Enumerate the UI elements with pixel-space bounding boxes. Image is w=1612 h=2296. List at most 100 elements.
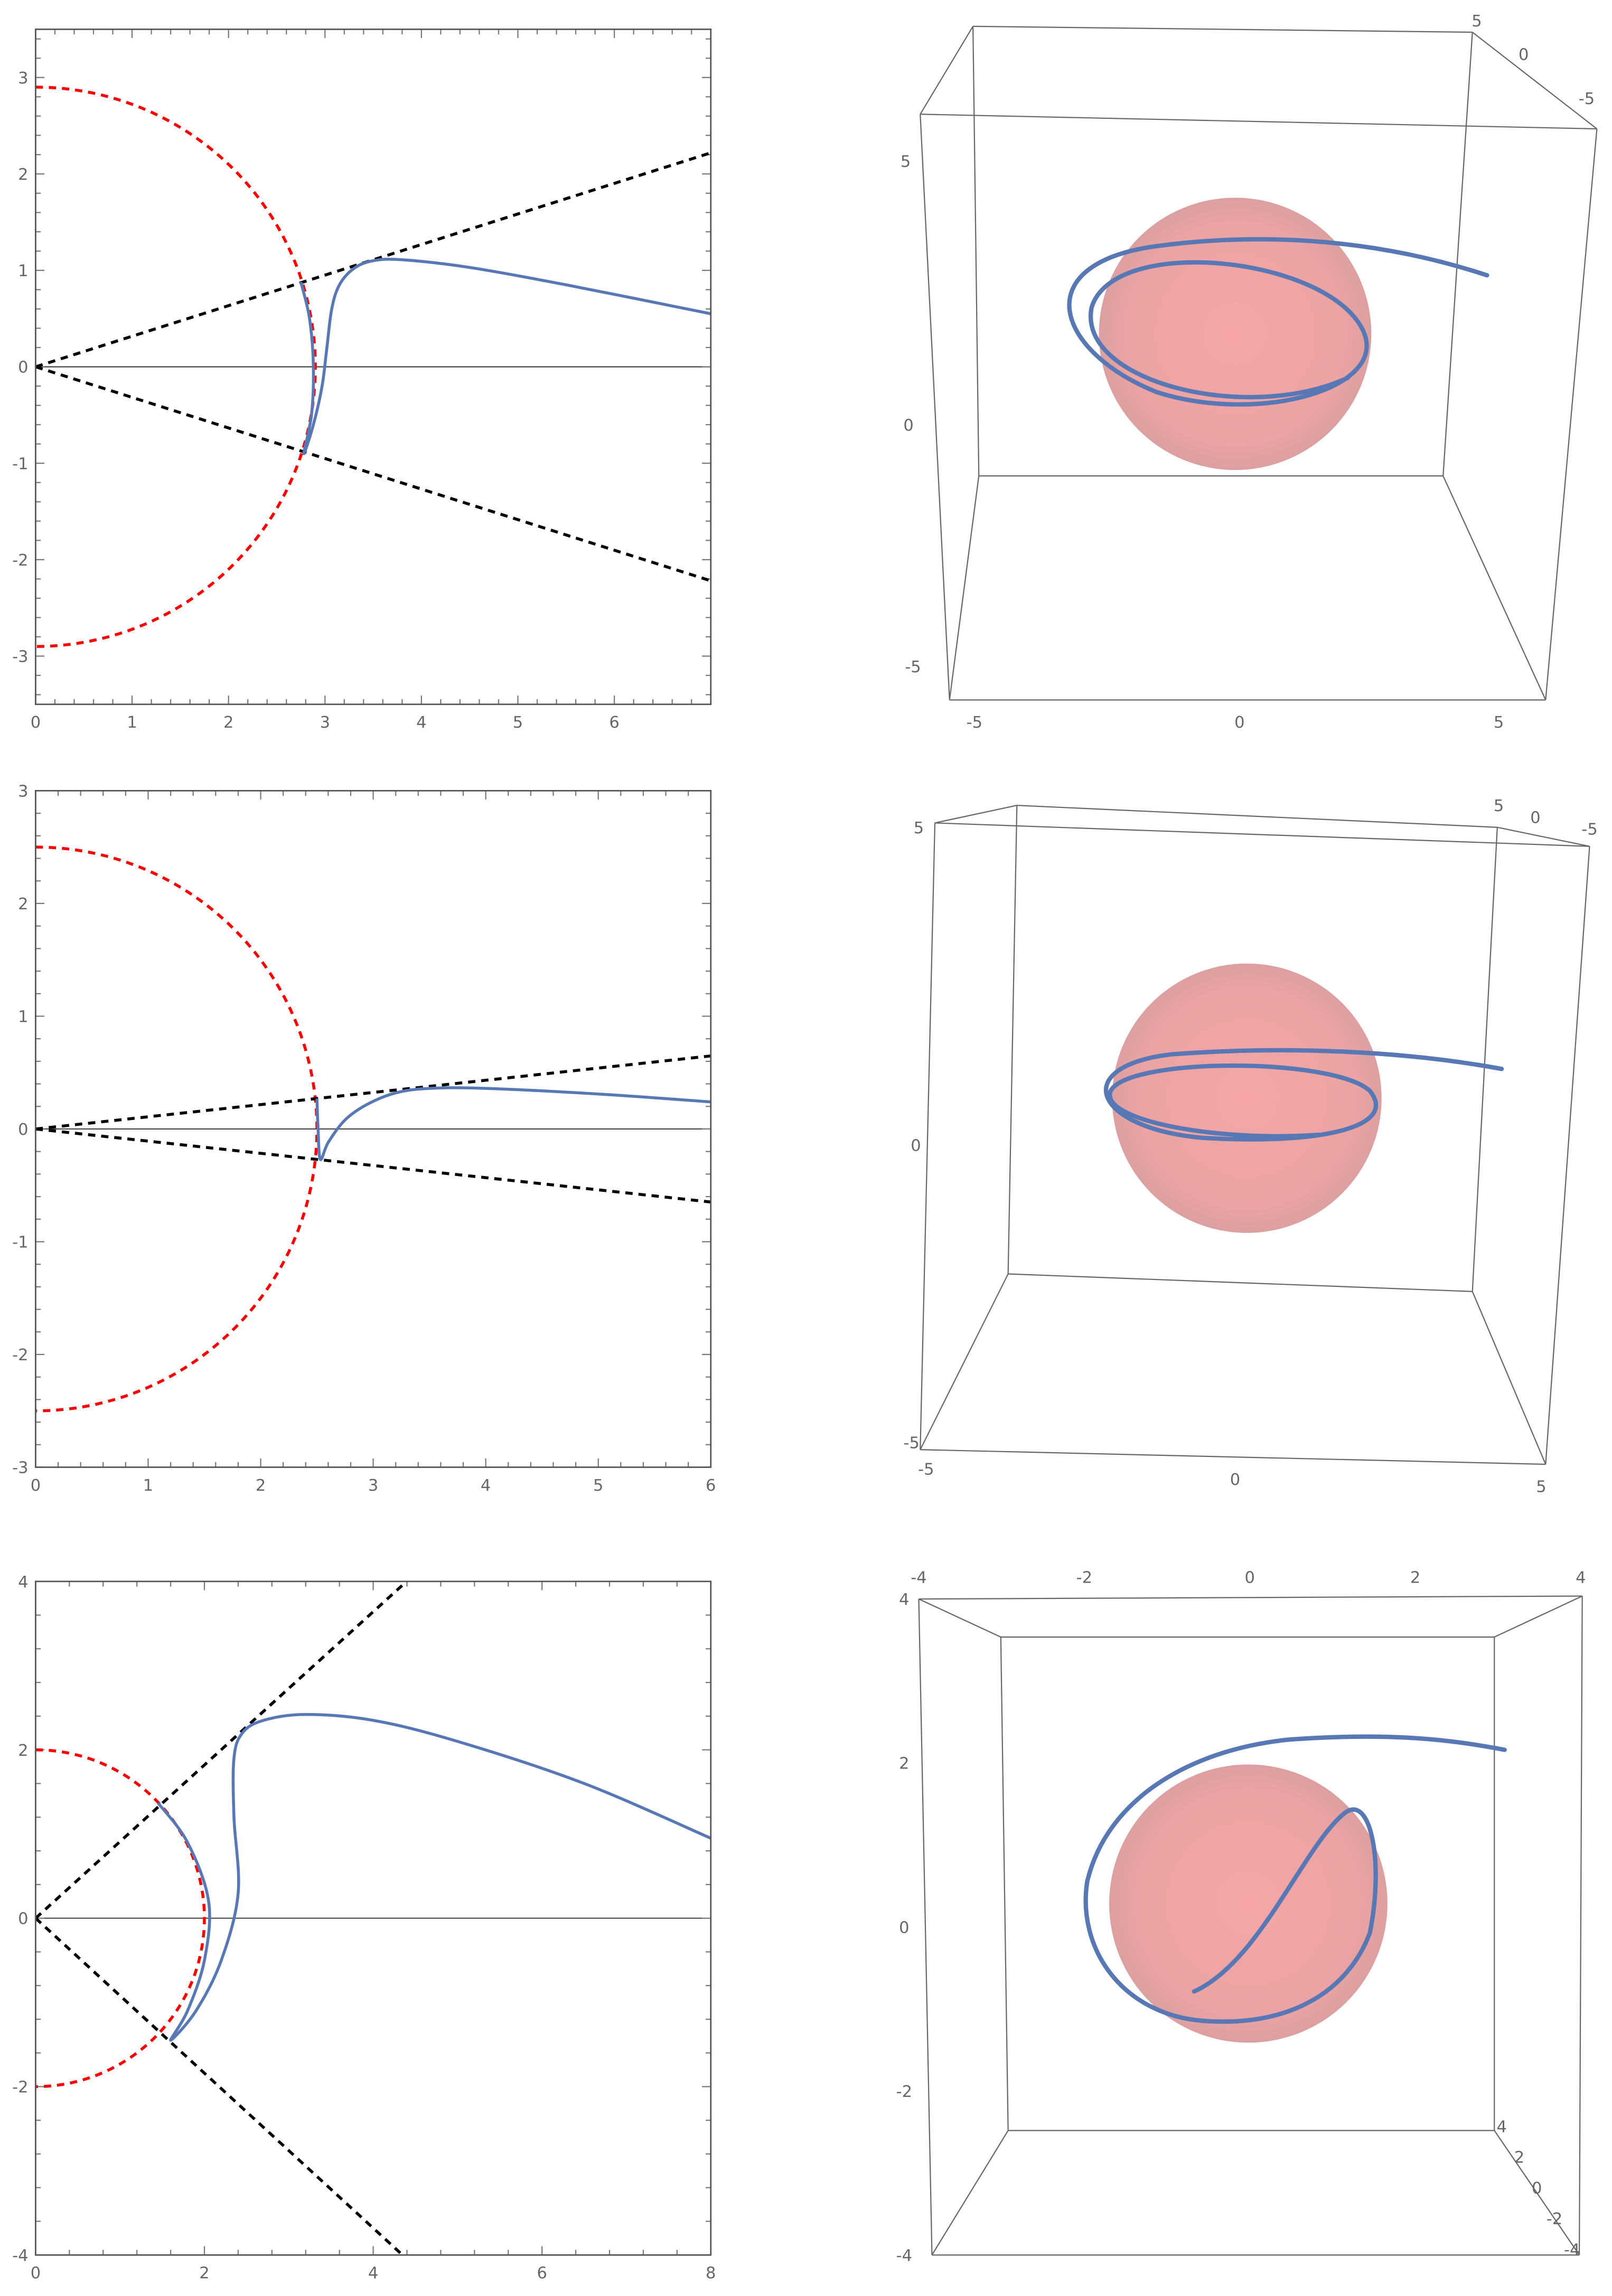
trajectory-curve xyxy=(315,1086,711,1161)
box-edge xyxy=(920,823,936,1450)
vertical-tick-label: 4 xyxy=(899,1591,909,1609)
x-tick-label: 6 xyxy=(609,713,619,732)
y-tick-label: 2 xyxy=(18,895,28,914)
x-tick-label: 3 xyxy=(368,1476,378,1495)
vertical-tick-label: 0 xyxy=(911,1137,921,1155)
vertical-tick-label: 5 xyxy=(901,153,911,171)
plot-2d-top: 0 1 2 3 4 5 6 -3 -2 -1 0 1 2 3 xyxy=(12,29,712,732)
vertical-tick-label: 0 xyxy=(899,1918,909,1937)
box-edge xyxy=(1494,2130,1580,2255)
dashed-circle xyxy=(35,845,318,1413)
plot-area xyxy=(35,86,711,648)
top-tick-label: -4 xyxy=(911,1569,926,1587)
trajectory-curve-3d xyxy=(1103,1048,1504,1142)
box-edge xyxy=(931,2130,1009,2255)
depth-tick-label: 5 xyxy=(1472,12,1482,31)
box-edge xyxy=(949,476,980,700)
top-tick-label: -2 xyxy=(1076,1569,1092,1587)
box-edge xyxy=(1442,32,1473,476)
x-tick-label: 6 xyxy=(706,1476,716,1495)
trajectory-curve-3d xyxy=(1083,1734,1507,2024)
depth-tick-label: 2 xyxy=(1514,2149,1524,2167)
plot-3d-top: 5 0 -5 -5 0 5 5 0 -5 xyxy=(901,12,1598,732)
x-tick-label: 2 xyxy=(199,2264,209,2283)
x-tick-label: 2 xyxy=(256,1476,266,1495)
box-edge xyxy=(1008,1273,1473,1292)
box-edge xyxy=(1472,827,1498,1292)
dashed-circle xyxy=(35,86,317,648)
box-edge xyxy=(920,114,1597,130)
trajectory-curve xyxy=(299,258,711,455)
y-tick-label: -2 xyxy=(12,551,28,570)
dashed-ray xyxy=(35,1054,711,1131)
plot-2d-middle: 0 1 2 3 4 5 6 -3 -2 -1 0 1 2 3 xyxy=(12,782,716,1494)
vertical-tick-label: 0 xyxy=(903,416,913,435)
top-tick-label: 4 xyxy=(1576,1569,1586,1587)
box-edge xyxy=(920,114,950,700)
y-tick-label: -2 xyxy=(12,1346,28,1365)
box-edge xyxy=(1545,128,1598,700)
box-edge xyxy=(1545,846,1590,1465)
box-edge xyxy=(919,1598,1001,1638)
y-tick-label: 2 xyxy=(18,1742,28,1760)
y-tick-label: -2 xyxy=(12,2078,28,2097)
depth-tick-label: -5 xyxy=(1581,821,1597,839)
bottom-tick-label: 5 xyxy=(1536,1478,1546,1497)
box-edge xyxy=(1579,1596,1583,2255)
x-tick-label: 4 xyxy=(416,713,426,732)
box-edge xyxy=(1472,32,1598,129)
bottom-tick-label: 0 xyxy=(1230,1471,1240,1489)
bottom-tick-label: -5 xyxy=(967,713,982,732)
top-tick-label: 2 xyxy=(1410,1569,1420,1587)
top-tick-label: 0 xyxy=(1245,1569,1255,1587)
x-tick-label: 4 xyxy=(481,1476,491,1495)
plot-frame xyxy=(35,1580,712,2256)
box-edge xyxy=(934,805,1017,824)
x-tick-label: 1 xyxy=(143,1476,153,1495)
depth-tick-label: -2 xyxy=(1547,2210,1562,2228)
trajectory-curve xyxy=(156,1712,711,2042)
vertical-tick-label: 5 xyxy=(914,819,924,838)
y-tick-label: 0 xyxy=(18,1121,28,1139)
x-tick-label: 1 xyxy=(127,713,137,732)
x-tick-label: 5 xyxy=(513,713,523,732)
y-tick-label: -1 xyxy=(12,455,28,473)
y-tick-label: 0 xyxy=(18,1910,28,1928)
trajectory-curve-3d xyxy=(1067,237,1489,407)
x-tick-label: 0 xyxy=(31,2264,41,2283)
y-tick-label: -1 xyxy=(12,1234,28,1252)
dashed-ray xyxy=(35,1917,404,2255)
y-tick-label: 3 xyxy=(18,782,28,801)
depth-tick-label: 0 xyxy=(1532,2179,1542,2198)
dashed-ray xyxy=(35,1581,408,1919)
sphere xyxy=(1109,1764,1388,2043)
y-tick-label: 2 xyxy=(18,165,28,184)
depth-tick-label: 0 xyxy=(1519,46,1529,64)
dashed-circle xyxy=(35,1748,206,2088)
dashed-ray xyxy=(35,1127,711,1204)
x-tick-label: 0 xyxy=(31,713,41,732)
depth-tick-label: -4 xyxy=(1564,2241,1580,2259)
y-tick-label: -3 xyxy=(12,648,28,666)
bottom-tick-label: -5 xyxy=(918,1460,934,1479)
x-tick-label: 4 xyxy=(368,2264,378,2283)
box-edge xyxy=(920,26,974,115)
y-tick-label: -3 xyxy=(12,1459,28,1478)
y-tick-label: 4 xyxy=(18,1573,28,1592)
plot-frame xyxy=(35,790,712,1468)
depth-tick-label: 5 xyxy=(1494,797,1504,815)
vertical-tick-label: -5 xyxy=(905,658,921,676)
x-tick-label: 8 xyxy=(706,2264,716,2283)
x-tick-label: 3 xyxy=(320,713,330,732)
vertical-tick-label: -2 xyxy=(896,2083,912,2101)
box-edge xyxy=(919,1595,1582,1600)
plot-frame xyxy=(35,29,712,705)
box-edge xyxy=(918,1599,933,2255)
x-tick-label: 2 xyxy=(223,713,233,732)
box-edge xyxy=(920,1273,1009,1450)
box-edge xyxy=(1000,1637,1009,2131)
plot-2d-bottom: 0 2 4 6 8 -4 -2 0 2 4 xyxy=(12,1573,716,2283)
y-tick-label: 0 xyxy=(18,359,28,377)
